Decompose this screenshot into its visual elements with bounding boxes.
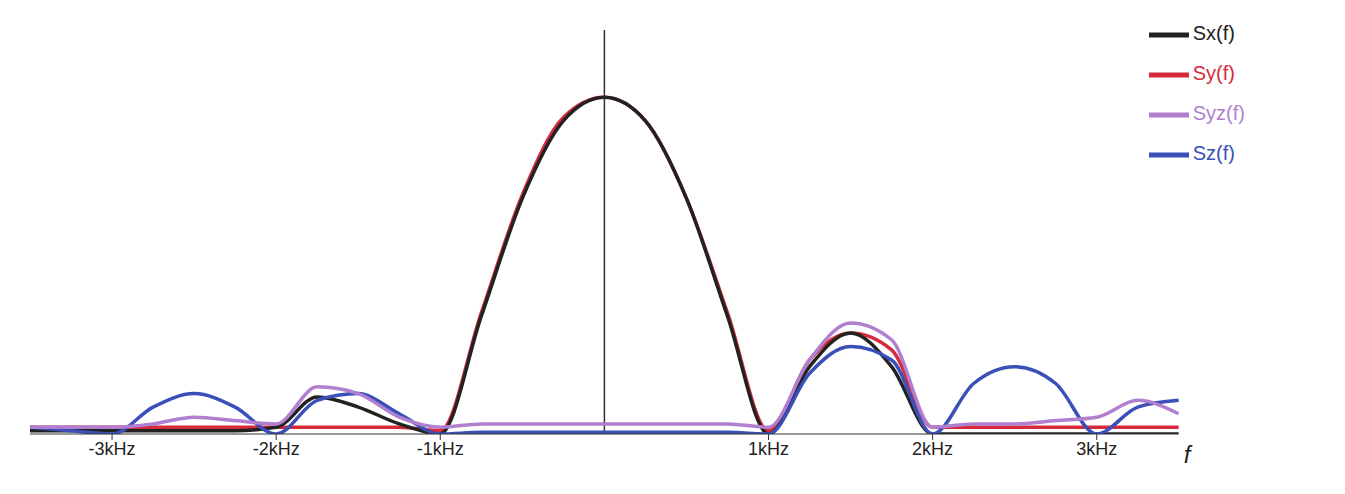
html-text:Sy(f): Sy(f)	[1192, 62, 1235, 85]
svg-text:-2kHz: -2kHz	[253, 439, 300, 459]
html-text:Syz(f): Syz(f)	[1192, 102, 1245, 125]
html-text:Sx(f): Sx(f)	[1192, 22, 1235, 45]
svg-text:2kHz: 2kHz	[912, 439, 953, 459]
svg-text:-3kHz: -3kHz	[89, 439, 136, 459]
svg-text:-1kHz: -1kHz	[417, 439, 464, 459]
svg-text:f: f	[1184, 441, 1193, 468]
html-text:Sz(f): Sz(f)	[1192, 142, 1235, 165]
svg-text:3kHz: 3kHz	[1076, 439, 1117, 459]
svg-text:1kHz: 1kHz	[748, 439, 789, 459]
